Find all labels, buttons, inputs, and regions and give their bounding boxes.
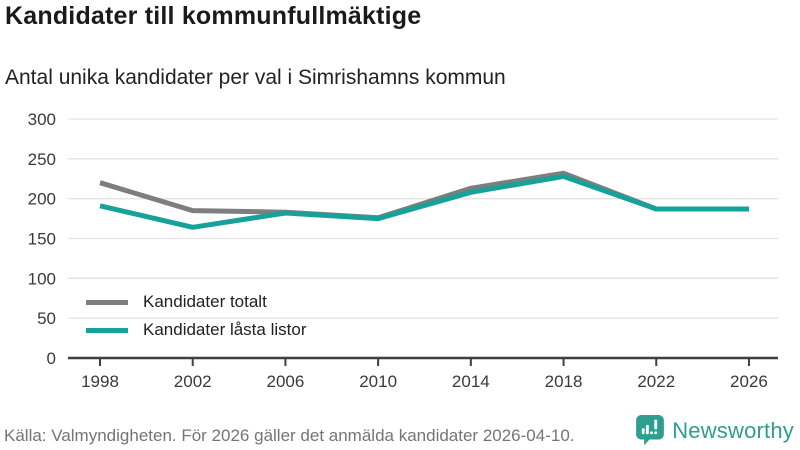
newsworthy-speech-bubble-chart-icon: [636, 415, 665, 446]
series-line-0: [99, 170, 749, 221]
chart-subtitle: Antal unika kandidater per val i Simrish…: [5, 66, 506, 89]
y-axis-tick-label: 150: [28, 230, 56, 249]
legend-swatch-totalt: [86, 299, 128, 305]
x-axis-tick-label: 2022: [637, 372, 675, 391]
page-title: Kandidater till kommunfullmäktige: [5, 2, 422, 30]
line-chart: 0 50 100 150 200 250 300 1998 2002 2006 2010 2014 20…: [28, 110, 778, 391]
legend-label-totalt: Kandidater totalt: [143, 292, 267, 311]
y-axis-tick-label: 300: [28, 110, 56, 129]
legend-swatch-lasta-listor: [86, 327, 128, 333]
x-axis-tick-label: 2014: [452, 372, 490, 391]
brand-name: Newsworthy: [672, 418, 794, 443]
x-axis-tick-label: 2010: [359, 372, 397, 391]
speech-bubble-shape: [636, 415, 665, 446]
y-axis-tick-label: 250: [28, 150, 56, 169]
newsworthy-logo[interactable]: Newsworthy: [636, 414, 794, 448]
x-axis-tick-label: 1998: [81, 372, 119, 391]
exclamation-bar: [654, 419, 658, 430]
bar-small: [641, 428, 645, 435]
x-axis-tick-label: 2018: [545, 372, 583, 391]
legend-label-lasta-listor: Kandidater låsta listor: [143, 320, 307, 339]
legend-item-lasta-listor: Kandidater låsta listor: [86, 316, 306, 344]
y-axis-tick-label: 50: [37, 309, 56, 328]
y-axis-tick-label: 100: [28, 269, 56, 288]
x-axis-tick-label: 2026: [730, 372, 768, 391]
legend-item-totalt: Kandidater totalt: [86, 288, 306, 316]
exclamation-dot: [654, 431, 658, 435]
x-axis-tick-label: 2002: [174, 372, 212, 391]
y-axis-tick-label: 200: [28, 190, 56, 209]
y-axis-tick-label: 0: [47, 349, 56, 368]
chart-legend: Kandidater totalt Kandidater låsta listo…: [86, 288, 306, 344]
dot: [650, 431, 654, 435]
series-line-1: [99, 173, 749, 230]
x-axis-tick-label: 2006: [267, 372, 305, 391]
bar-tall: [646, 424, 650, 435]
source-note: Källa: Valmyndigheten. För 2026 gäller d…: [4, 426, 575, 445]
